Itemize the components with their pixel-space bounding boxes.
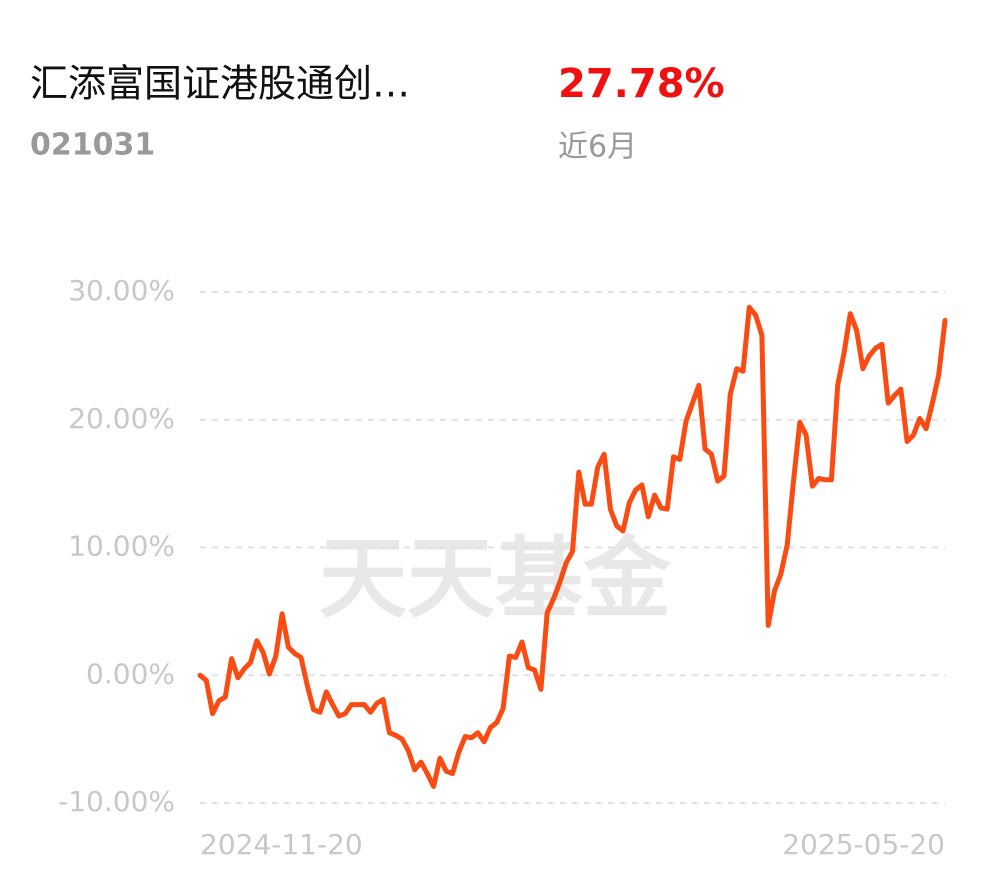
y-tick-label: 20.00% <box>68 402 175 435</box>
y-tick-label: 10.00% <box>68 530 175 563</box>
return-period: 近6月 <box>558 130 637 165</box>
fund-return: 27.78% <box>558 61 725 107</box>
x-tick-label: 2025-05-20 <box>782 828 945 861</box>
watermark: 天天基金 <box>319 527 672 630</box>
y-tick-label: 0.00% <box>86 657 175 690</box>
fund-title: 汇添富国证港股通创… <box>30 62 410 106</box>
fund-code: 021031 <box>30 128 155 163</box>
line-series <box>197 304 948 789</box>
y-tick-label: -10.00% <box>58 785 175 818</box>
x-tick-label: 2024-11-20 <box>200 828 363 861</box>
y-tick-label: 30.00% <box>68 274 175 307</box>
